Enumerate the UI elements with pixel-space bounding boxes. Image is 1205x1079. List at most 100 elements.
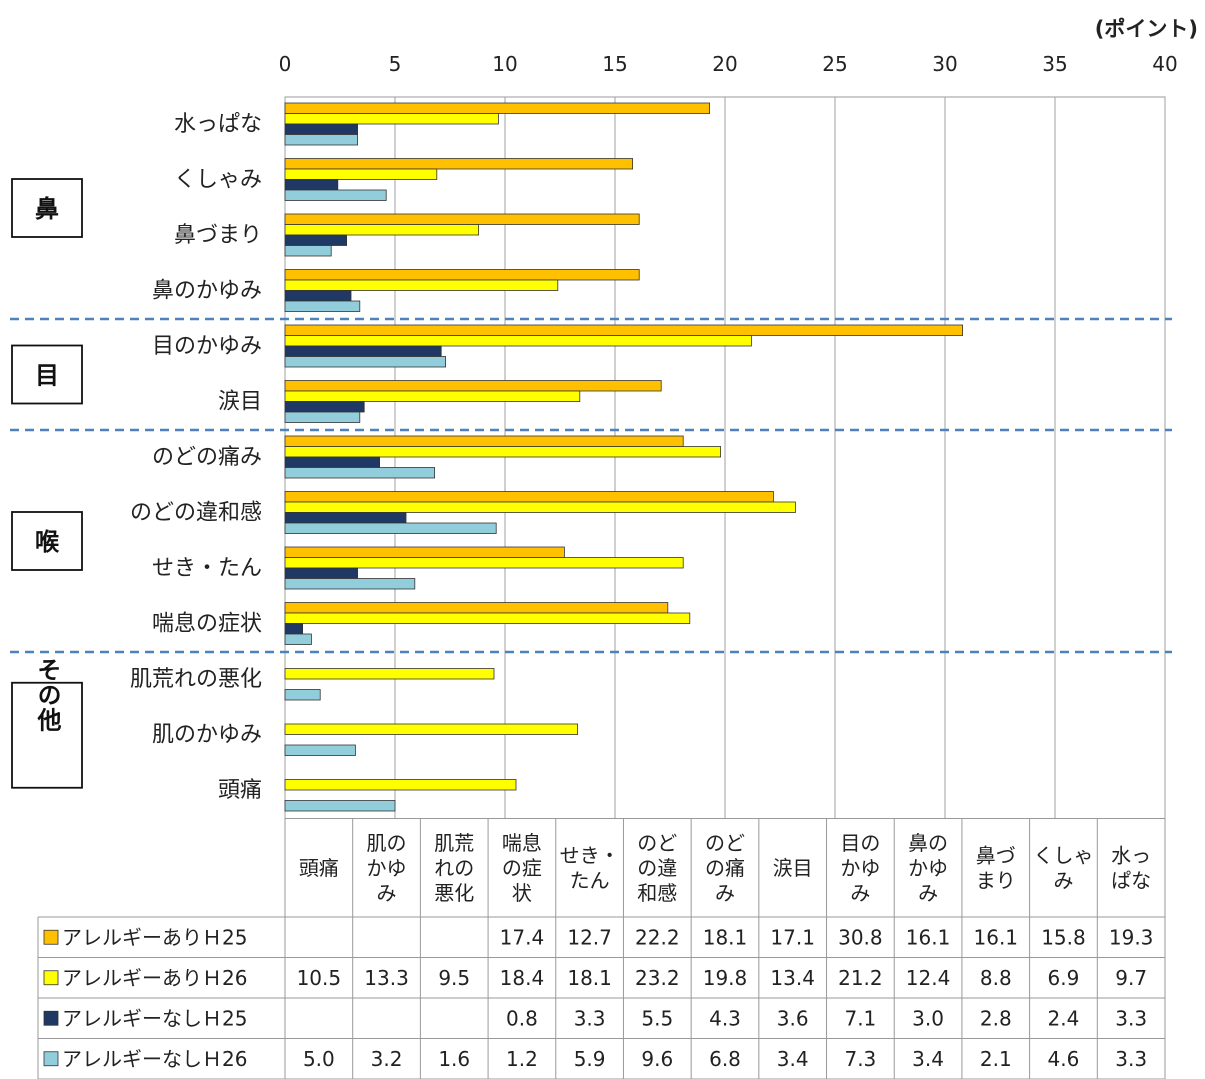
- group-label: その他: [33, 657, 62, 732]
- table-column-header: のど: [705, 831, 745, 855]
- table-cell: 5.9: [574, 1047, 606, 1071]
- category-label: 目のかゆみ: [152, 334, 262, 359]
- category-label: くしゃみ: [174, 168, 262, 193]
- bar: [284, 633, 312, 645]
- bar: [284, 567, 358, 579]
- bar: [284, 602, 669, 614]
- bars-layer: [284, 102, 963, 812]
- table-column-header: 水っ: [1111, 843, 1151, 867]
- x-tick-label: 35: [1042, 52, 1067, 76]
- legend-label: アレルギーありＨ25: [62, 925, 247, 949]
- group-label: 鼻: [35, 195, 59, 223]
- table-cell: 30.8: [838, 925, 883, 949]
- labels-layer: 0 5 10 15 20 25 30 35 40 水っぱなくしゃみ鼻づまり鼻のかゆみ目のかゆみ涙目…: [11, 52, 1178, 803]
- table-cell: 9.5: [438, 966, 470, 990]
- bar: [284, 123, 358, 135]
- category-label: 水っぱな: [174, 112, 262, 137]
- table-cell: 9.6: [641, 1047, 673, 1071]
- table-column-header: み: [715, 881, 735, 905]
- table-cell: 15.8: [1041, 925, 1086, 949]
- table-cell: 3.2: [371, 1047, 403, 1071]
- table-cell: 0.8: [506, 1006, 538, 1030]
- table-cell: 13.3: [364, 966, 409, 990]
- table-column-header: み: [1053, 868, 1073, 892]
- bar: [284, 134, 358, 146]
- bar: [284, 390, 581, 402]
- bar: [284, 102, 711, 114]
- table-cell: 17.4: [500, 925, 545, 949]
- table-cell: 21.2: [838, 966, 883, 990]
- bar: [284, 224, 480, 236]
- x-tick-label: 40: [1152, 52, 1177, 76]
- bar: [284, 411, 361, 423]
- table-cell: 17.1: [770, 925, 815, 949]
- table-cell: 1.6: [438, 1047, 470, 1071]
- table-column-header: の違: [637, 856, 677, 880]
- legend-label: アレルギーありＨ26: [62, 966, 247, 990]
- bar: [284, 401, 365, 413]
- bar: [284, 245, 332, 257]
- bar: [284, 279, 559, 291]
- table-column-header: たん: [570, 868, 610, 892]
- table-column-header: 悪化: [434, 881, 474, 905]
- table-cell: 6.8: [709, 1047, 741, 1071]
- table-column-header: せき・: [560, 843, 620, 867]
- bar: [284, 779, 517, 791]
- bar: [284, 456, 380, 468]
- table-column-header: 涙目: [773, 856, 813, 880]
- table-column-header: かゆ: [367, 856, 407, 880]
- bar: [284, 234, 347, 246]
- bar: [284, 689, 321, 701]
- table-cell: 3.3: [1115, 1047, 1147, 1071]
- bar: [284, 501, 796, 513]
- table-cell: 12.4: [906, 966, 951, 990]
- bar: [284, 189, 387, 201]
- x-tick-label: 15: [602, 52, 627, 76]
- bar: [284, 113, 499, 125]
- table-column-header: 肌の: [367, 831, 407, 855]
- x-tick-label: 20: [712, 52, 737, 76]
- bar: [284, 290, 352, 302]
- category-label: せき・たん: [152, 556, 262, 581]
- legend-swatch: [43, 929, 59, 945]
- legend-label: アレルギーなしＨ25: [62, 1006, 247, 1030]
- table-cell: 2.1: [980, 1047, 1012, 1071]
- x-tick-label: 30: [932, 52, 957, 76]
- table-cell: 5.0: [303, 1047, 335, 1071]
- bar: [284, 380, 662, 392]
- x-tick-label: 5: [389, 52, 402, 76]
- table-cell: 3.4: [777, 1047, 809, 1071]
- table-column-header: み: [377, 881, 397, 905]
- bar: [284, 546, 565, 558]
- category-label: 涙目: [218, 390, 262, 415]
- table-cell: 2.8: [980, 1006, 1012, 1030]
- category-label: 喘息の症状: [152, 612, 262, 637]
- x-tick-label: 25: [822, 52, 847, 76]
- table-cell: 1.2: [506, 1047, 538, 1071]
- legend-swatch: [43, 1051, 59, 1067]
- table-cell: 2.4: [1048, 1006, 1080, 1030]
- bar: [284, 356, 447, 368]
- table-cell: 9.7: [1115, 966, 1147, 990]
- table-cell: 3.3: [574, 1006, 606, 1030]
- bar: [284, 800, 396, 812]
- category-label: 肌荒れの悪化: [130, 667, 262, 692]
- table-column-header: かゆ: [840, 856, 880, 880]
- table-cell: 19.8: [703, 966, 748, 990]
- bar: [284, 723, 579, 735]
- table-column-header: 鼻の: [908, 831, 948, 855]
- table-cell: 18.1: [703, 925, 748, 949]
- table-cell: 5.5: [641, 1006, 673, 1030]
- table-column-header: 状: [512, 881, 532, 905]
- table-cell: 4.3: [709, 1006, 741, 1030]
- bar: [284, 435, 684, 447]
- table-column-header: かゆ: [908, 856, 948, 880]
- bar: [284, 522, 497, 534]
- table-cell: 6.9: [1048, 966, 1080, 990]
- table-cell: 16.1: [974, 925, 1019, 949]
- data-table: 頭痛 肌のかゆみ 肌荒れの悪化 喘息の症状 せき・たん のどの違和感 のどの痛み 涙目 目のかゆ…: [37, 818, 1166, 1079]
- category-label: のどの痛み: [152, 445, 262, 470]
- bar: [284, 491, 774, 503]
- table-cell: 16.1: [906, 925, 951, 949]
